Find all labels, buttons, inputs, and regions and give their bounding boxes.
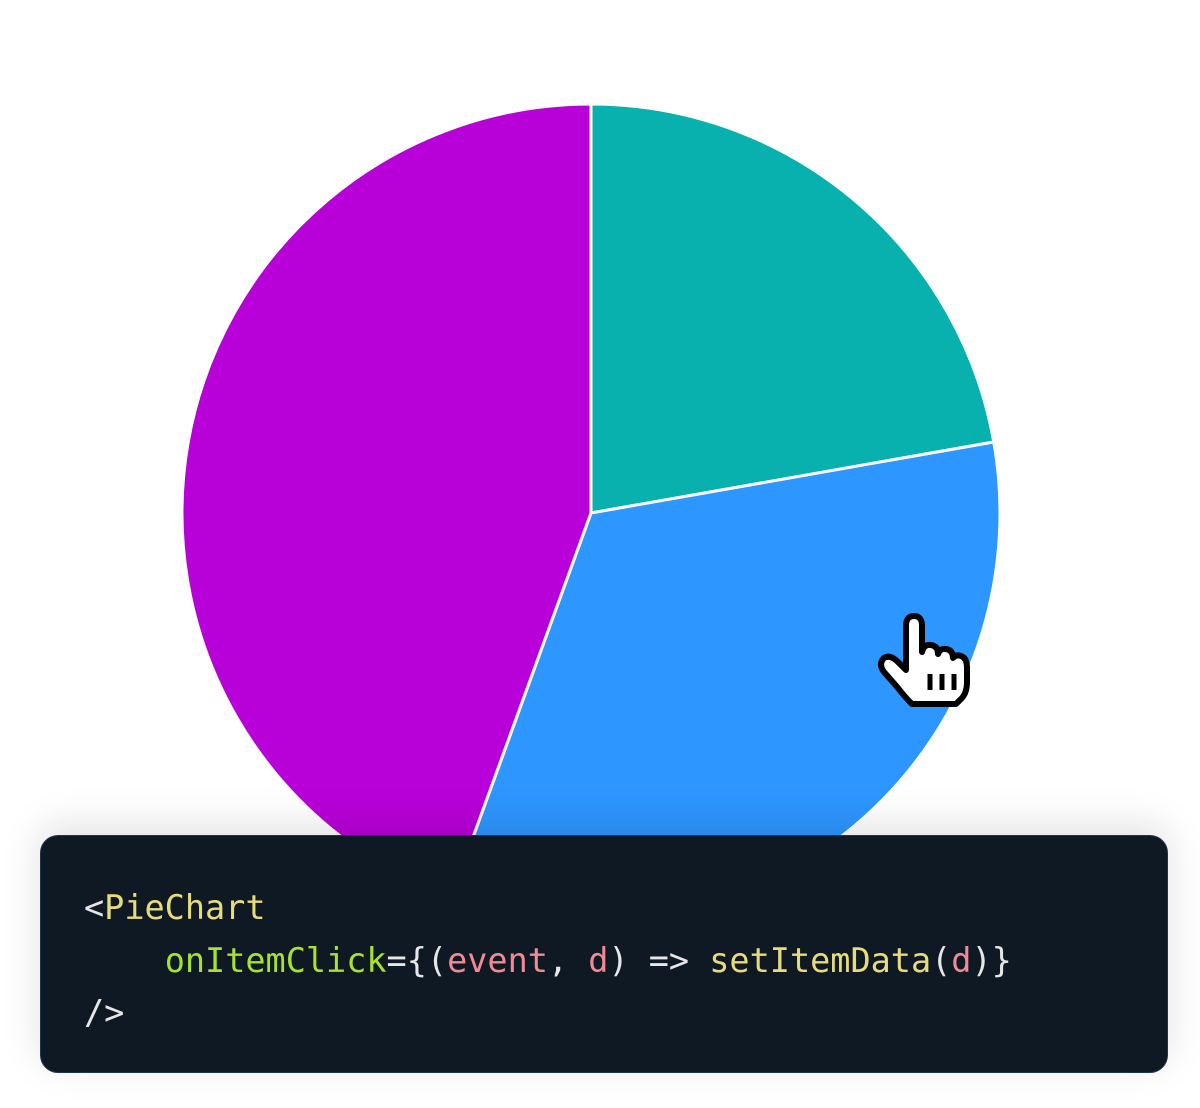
code-token: ) => — [608, 940, 710, 980]
code-token: d — [588, 940, 609, 980]
code-token: < — [84, 888, 105, 927]
code-token: , — [547, 940, 589, 980]
code-token: /> — [84, 993, 125, 1032]
code-text: <PieChart onItemClick={(event, d) => set… — [84, 882, 1012, 1040]
code-token: setItemData — [709, 940, 932, 980]
code-token: ={( — [386, 940, 448, 980]
code-token: ( — [931, 940, 952, 980]
code-snippet: <PieChart onItemClick={(event, d) => set… — [40, 835, 1168, 1073]
code-token — [84, 941, 165, 980]
code-token: PieChart — [104, 888, 266, 927]
code-token: event — [447, 940, 548, 980]
pie-slice[interactable] — [589, 102, 996, 515]
pie-slice[interactable] — [180, 102, 593, 900]
code-token: onItemClick — [164, 940, 387, 980]
code-token: )} — [971, 940, 1012, 980]
pointer-hand-icon — [878, 613, 970, 707]
code-token: d — [951, 940, 972, 980]
